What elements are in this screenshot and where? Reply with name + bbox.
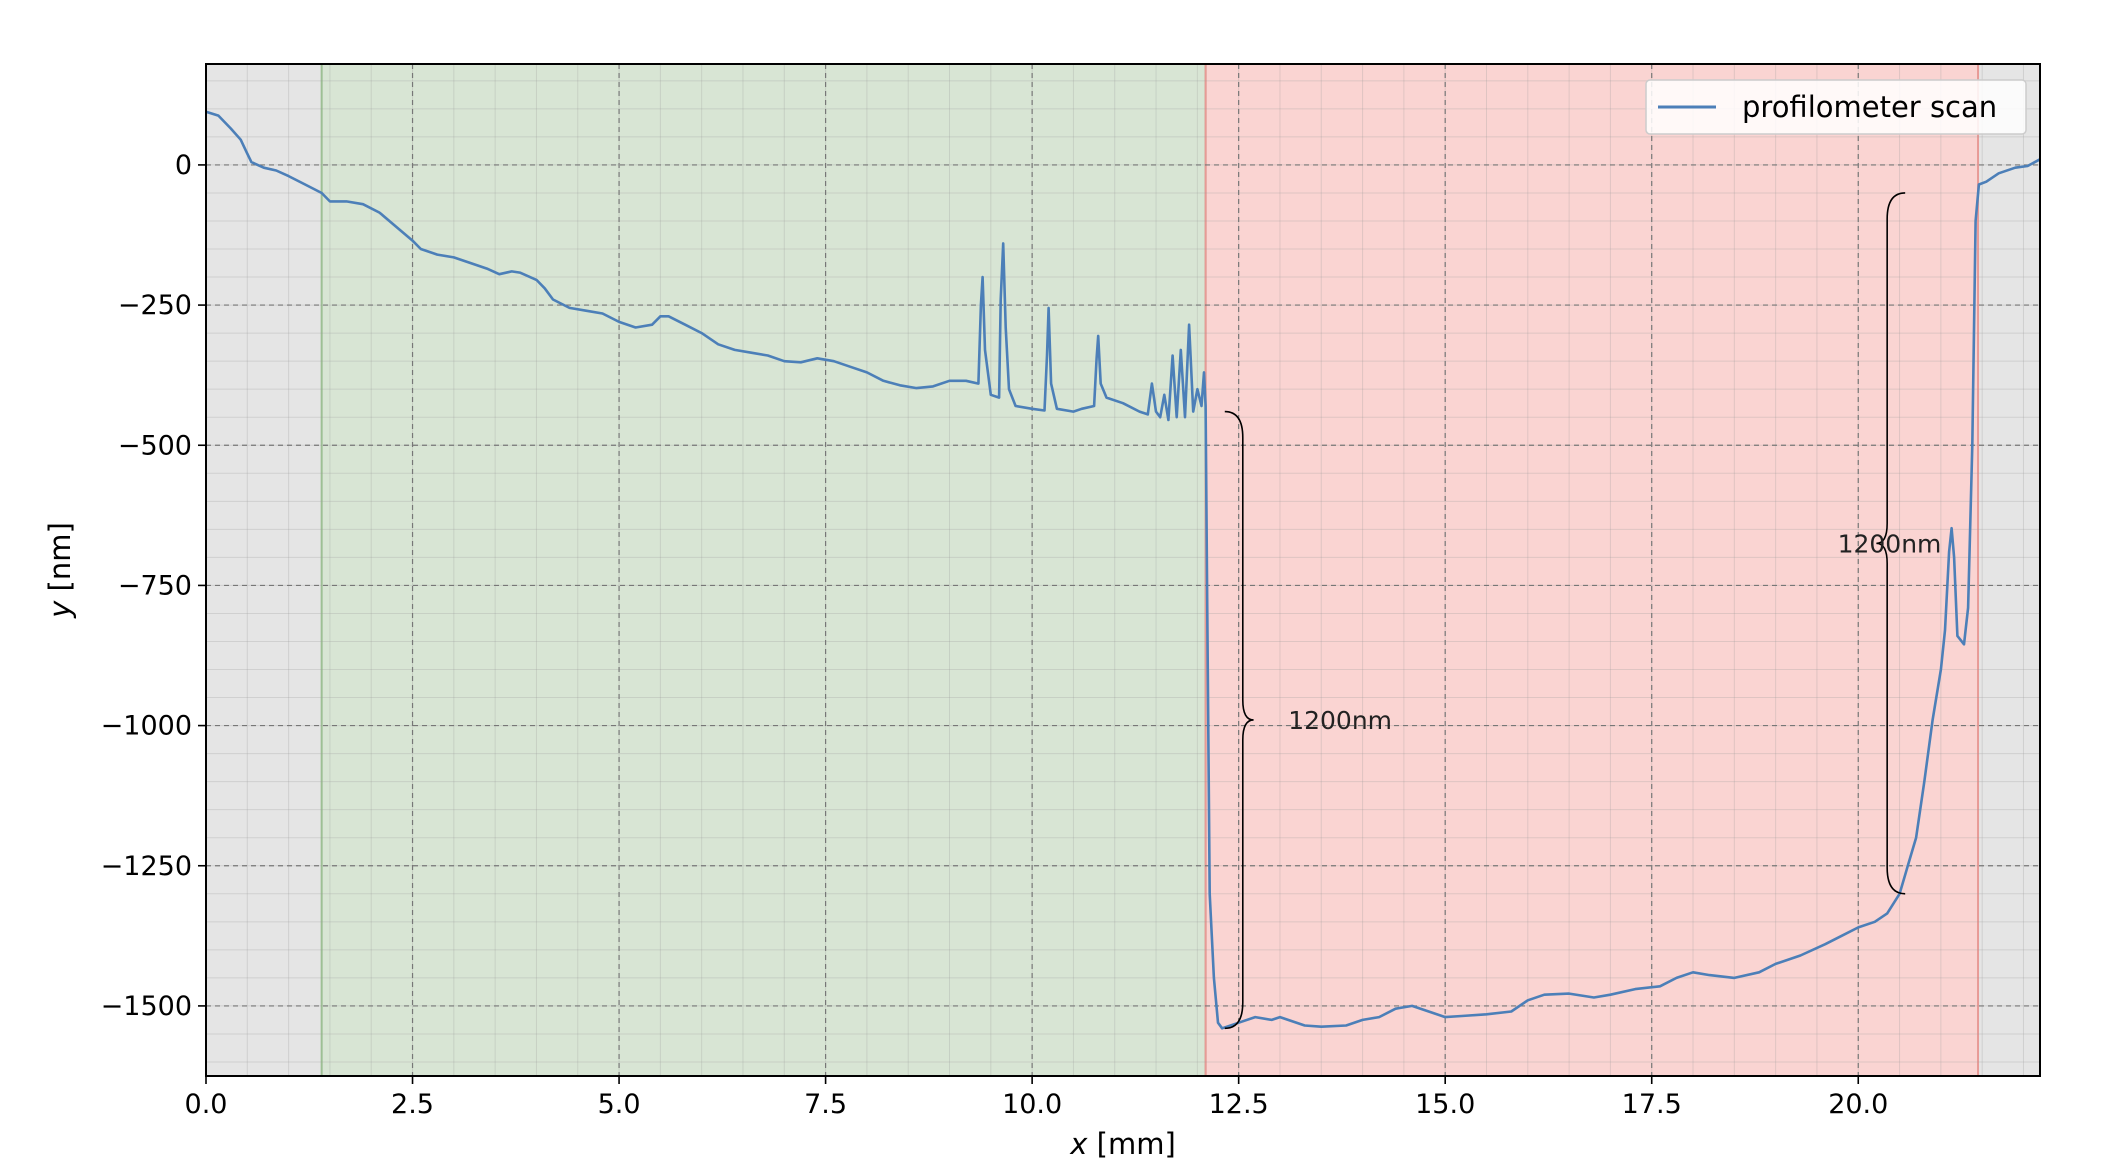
- y-tick-label: −250: [118, 290, 192, 321]
- series-line-0: [205, 110, 2041, 1030]
- x-tick-label: 12.5: [1209, 1089, 1269, 1120]
- region-3: [1978, 64, 2040, 1076]
- brace-label-1: 1200nm: [1838, 529, 1942, 558]
- y-tick-label: −1500: [101, 991, 192, 1022]
- x-tick-label: 0.0: [185, 1089, 228, 1120]
- x-axis-variable: x: [1069, 1127, 1088, 1161]
- x-tick-label: 5.0: [598, 1089, 641, 1120]
- plot-frame: [205, 63, 2041, 1077]
- region-1: [321, 64, 1206, 1076]
- x-axis-unit: [mm]: [1087, 1127, 1175, 1161]
- y-tick-label: 0: [175, 150, 192, 181]
- brace-label-0: 1200nm: [1288, 706, 1392, 735]
- x-tick-label: 10.0: [1002, 1089, 1062, 1120]
- grid-lines: [206, 64, 2040, 1076]
- annotations: 1200nm 1200nm: [1224, 192, 1942, 1030]
- x-axis-label: x [mm]: [1069, 1127, 1176, 1161]
- y-axis-variable: y: [43, 600, 77, 619]
- brace-1: [1876, 192, 1906, 895]
- x-tick-label: 15.0: [1415, 1089, 1475, 1120]
- y-tick-label: −500: [118, 430, 192, 461]
- axis-ticks: 0.0 2.5 5.0 7.5 10.0 12.5 15.0 17.5 20.0 0 −250 −50…: [101, 150, 1889, 1120]
- legend: profilometer scan: [1645, 79, 2027, 135]
- y-axis-label: y [nm]: [43, 522, 77, 619]
- legend-label: profilometer scan: [1742, 90, 1997, 124]
- region-2: [1205, 64, 1979, 1076]
- shaded-regions: [206, 64, 2040, 1076]
- y-tick-label: −750: [118, 570, 192, 601]
- legend-box: [1645, 79, 2027, 135]
- y-axis-unit: [nm]: [43, 522, 77, 600]
- series-layer: [205, 110, 2041, 1030]
- y-tick-label: −1250: [101, 851, 192, 882]
- region-0: [206, 64, 322, 1076]
- x-tick-label: 17.5: [1622, 1089, 1682, 1120]
- x-tick-label: 20.0: [1828, 1089, 1888, 1120]
- y-tick-label: −1000: [101, 711, 192, 742]
- x-tick-label: 7.5: [804, 1089, 847, 1120]
- x-tick-label: 2.5: [391, 1089, 434, 1120]
